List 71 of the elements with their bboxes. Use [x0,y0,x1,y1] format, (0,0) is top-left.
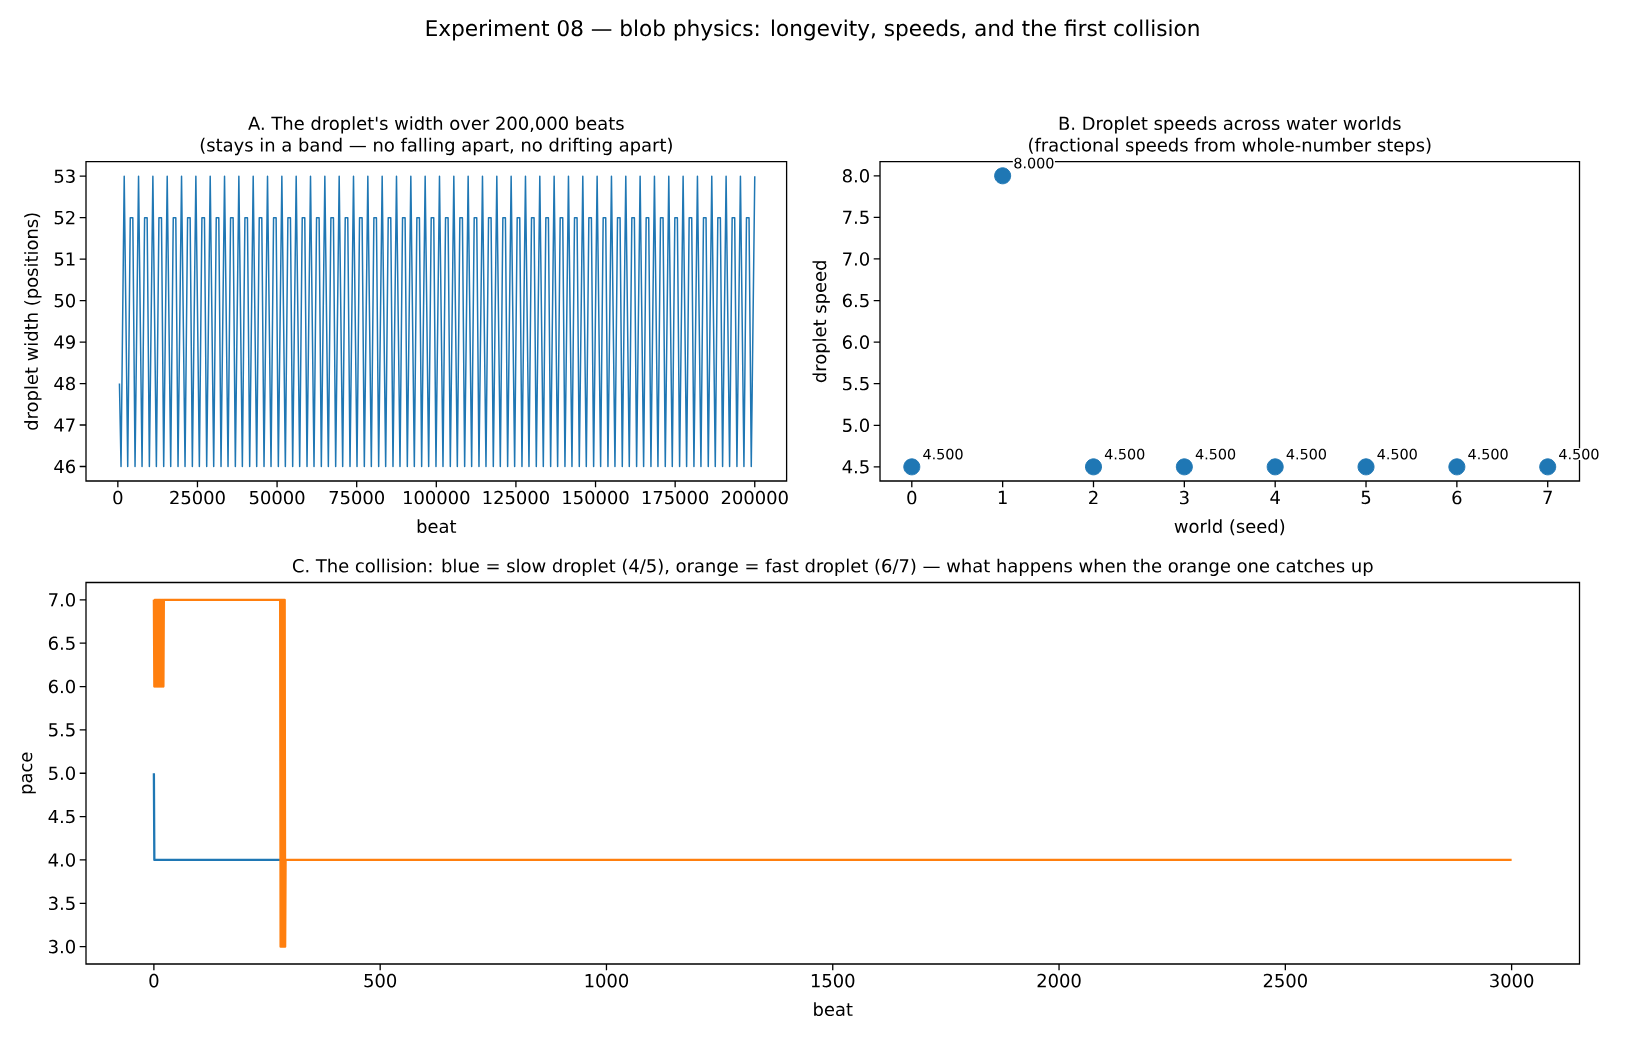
y-tick-label: 6.0 [48,679,75,694]
x-tick-label: 25000 [170,490,225,505]
x-tick-label: 6 [1452,490,1462,505]
chart-title: C. The collision: blue = slow droplet (4/5), orange = fast droplet (6/7) — what happens when the orange one catches up [292,558,1373,577]
data-label: 4.500 [1286,448,1326,460]
y-tick-label: 5.5 [49,723,75,737]
y-tick-label: 7.0 [49,593,75,607]
data-label: 4.500 [923,448,963,460]
y-tick-label: 3.0 [49,939,75,954]
y-tick-label: 3.5 [49,896,75,911]
x-tick-label: 75000 [329,490,385,505]
x-tick-label: 50000 [249,490,305,505]
y-tick-label: 4.5 [842,460,869,474]
x-tick-label: 5 [1361,490,1371,505]
x-tick-label: 1500 [811,973,855,988]
y-tick-label: 53 [54,169,75,183]
x-tick-label: 150000 [563,490,629,505]
x-tick-label: 175000 [642,490,709,505]
y-tick-label: 7.0 [843,252,869,266]
y-tick-label: 6.0 [842,335,869,349]
x-tick-label: 0 [113,490,123,505]
x-tick-label: 7 [1543,490,1552,504]
data-label: 8.000 [1014,157,1054,169]
data-label: 4.500 [1377,448,1417,460]
x-tick-label: 100000 [404,490,470,505]
line-series [152,598,1513,948]
y-axis-title: droplet speed [812,261,830,383]
data-label: 4.500 [1559,448,1599,460]
y-tick-label: 5.0 [49,766,75,781]
x-axis-title: world (seed) [1174,519,1285,536]
chart-subtitle: (fractional speeds from whole-number steps) [1029,137,1431,156]
text: Experiment 08 — blob physics: longevity, speeds, and the first collision [426,19,1199,41]
y-tick-label: 50 [54,293,75,308]
data-label: 4.500 [1195,448,1236,460]
chart-title: A. The droplet's width over 200,000 beats [248,116,624,134]
data-label: 4.500 [1468,448,1508,460]
x-tick-label: 2 [1089,490,1098,505]
y-tick-label: 7.5 [843,210,869,225]
y-tick-label: 5.5 [843,377,869,391]
chart-title: B. Droplet speeds across water worlds [1059,116,1401,134]
x-axis-title: beat [417,519,457,534]
line-series [118,175,756,468]
data-label: 4.500 [1104,448,1145,460]
y-tick-label: 51 [54,252,75,266]
y-tick-label: 49 [54,335,75,349]
x-axis-title: beat [814,1002,853,1017]
x-tick-label: 3000 [1490,973,1534,988]
y-tick-label: 46 [54,459,76,474]
y-tick-label: 6.5 [842,293,869,308]
x-tick-label: 1 [998,490,1007,504]
x-tick-label: 0 [907,490,917,505]
x-tick-label: 125000 [483,490,549,505]
y-tick-label: 48 [54,376,75,391]
y-tick-label: 52 [54,210,75,225]
y-axis-title: droplet width (positions) [24,213,42,430]
y-tick-label: 47 [54,418,75,432]
x-tick-label: 500 [364,973,397,988]
y-tick-label: 8.0 [842,169,869,183]
y-axis-title: pace [22,752,36,794]
x-tick-label: 0 [149,973,159,988]
y-tick-label: 5.0 [843,418,869,433]
x-tick-label: 3 [1179,490,1189,505]
y-tick-label: 6.5 [48,636,75,650]
x-tick-label: 200000 [721,490,788,505]
x-tick-label: 2500 [1263,973,1307,988]
x-tick-label: 1000 [585,973,629,988]
x-tick-label: 4 [1270,490,1280,504]
y-tick-label: 4.0 [48,853,75,867]
x-tick-label: 2000 [1037,973,1081,988]
y-tick-label: 4.5 [48,809,75,824]
chart-subtitle: (stays in a band — no falling apart, no drifting apart) [200,137,672,156]
